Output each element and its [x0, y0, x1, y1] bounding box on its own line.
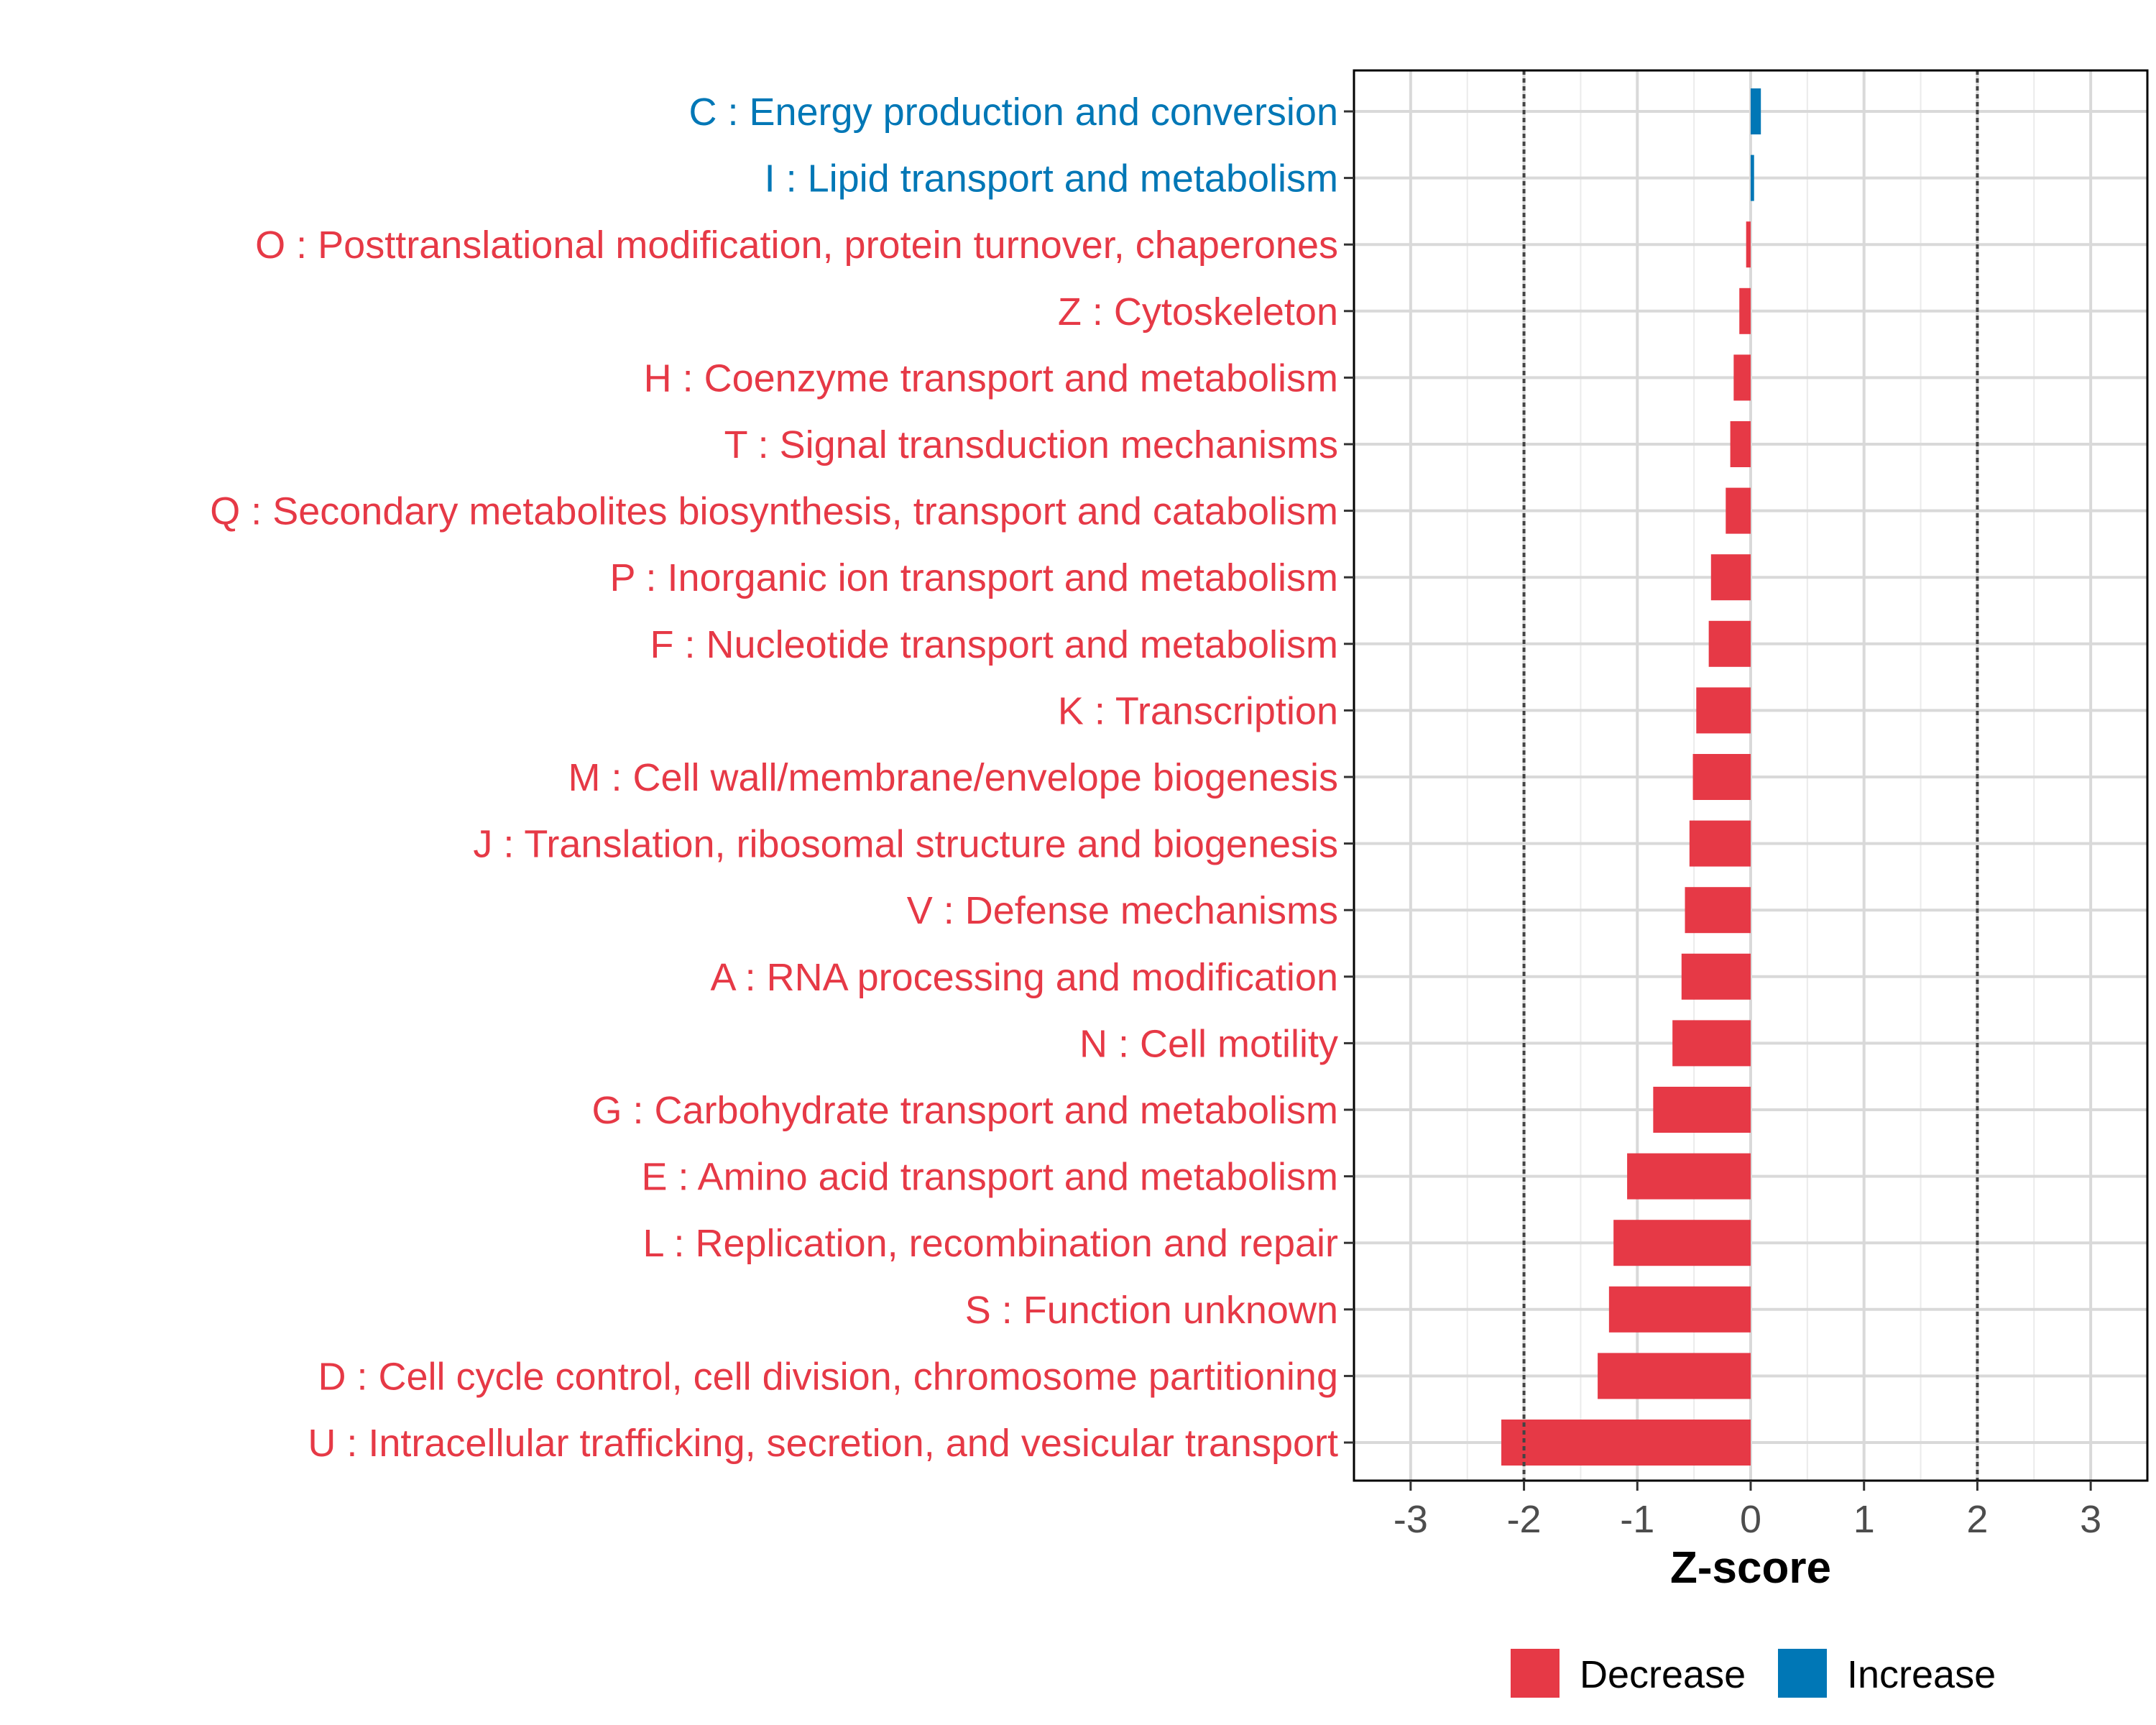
- x-tick-label: 3: [2080, 1498, 2101, 1541]
- category-label: M : Cell wall/membrane/envelope biogenes…: [568, 756, 1338, 799]
- bar: [1653, 1087, 1751, 1133]
- category-label: N : Cell motility: [1079, 1022, 1338, 1065]
- category-label: H : Coenzyme transport and metabolism: [644, 356, 1338, 400]
- category-label: A : RNA processing and modification: [711, 956, 1338, 999]
- category-label: V : Defense mechanisms: [907, 889, 1338, 932]
- x-tick-label: 2: [1966, 1498, 1988, 1541]
- bar: [1733, 354, 1751, 401]
- bars: [1501, 88, 1761, 1466]
- legend-swatch: [1778, 1649, 1827, 1698]
- legend: Decrease Increase: [1511, 1649, 1996, 1698]
- bar: [1613, 1220, 1751, 1266]
- bar: [1730, 421, 1751, 467]
- category-label: S : Function unknown: [965, 1289, 1338, 1332]
- bar: [1692, 754, 1751, 800]
- category-label: E : Amino acid transport and metabolism: [642, 1156, 1338, 1199]
- bar: [1746, 221, 1751, 268]
- bar: [1751, 88, 1761, 134]
- category-label: O : Posttranslational modification, prot…: [255, 224, 1338, 267]
- category-label: P : Inorganic ion transport and metaboli…: [609, 556, 1338, 599]
- legend-label: Increase: [1847, 1653, 1996, 1696]
- category-label: C : Energy production and conversion: [688, 91, 1338, 134]
- category-label: K : Transcription: [1058, 689, 1338, 732]
- bar: [1751, 155, 1754, 201]
- category-label: T : Signal transduction mechanisms: [724, 423, 1338, 466]
- bar: [1608, 1286, 1751, 1333]
- bar: [1708, 620, 1751, 667]
- category-label: U : Intracellular trafficking, secretion…: [308, 1422, 1338, 1465]
- category-labels: C : Energy production and conversion I : …: [210, 91, 1354, 1465]
- category-label: F : Nucleotide transport and metabolism: [650, 623, 1338, 666]
- legend-label: Decrease: [1580, 1653, 1746, 1696]
- legend-swatch: [1511, 1649, 1560, 1698]
- x-tick-label: 1: [1853, 1498, 1875, 1541]
- category-label: D : Cell cycle control, cell division, c…: [318, 1355, 1338, 1398]
- category-label: Q : Secondary metabolites biosynthesis, …: [210, 490, 1338, 533]
- reference-lines: [1522, 70, 1979, 1481]
- x-tick-label: 0: [1740, 1498, 1761, 1541]
- bar: [1501, 1420, 1751, 1466]
- bar: [1672, 1020, 1751, 1067]
- bar: [1739, 288, 1751, 334]
- category-label: I : Lipid transport and metabolism: [765, 157, 1338, 201]
- bar: [1627, 1153, 1751, 1200]
- category-label: Z : Cytoskeleton: [1058, 290, 1338, 334]
- bar: [1681, 953, 1751, 1000]
- bar: [1598, 1353, 1751, 1399]
- bar: [1710, 554, 1751, 601]
- x-axis-ticks: -3 -2 -1 0 1 2 3: [1393, 1481, 2101, 1541]
- x-tick-label: -2: [1507, 1498, 1542, 1541]
- bar: [1685, 887, 1751, 934]
- category-label: J : Translation, ribosomal structure and…: [473, 823, 1338, 866]
- bar: [1726, 487, 1751, 534]
- bar: [1696, 687, 1751, 734]
- x-axis-title: Z-score: [1670, 1543, 1831, 1593]
- x-tick-label: -3: [1393, 1498, 1428, 1541]
- x-tick-label: -1: [1620, 1498, 1654, 1541]
- category-label: L : Replication, recombination and repai…: [642, 1222, 1338, 1265]
- bar: [1689, 820, 1751, 867]
- category-label: G : Carbohydrate transport and metabolis…: [592, 1089, 1339, 1132]
